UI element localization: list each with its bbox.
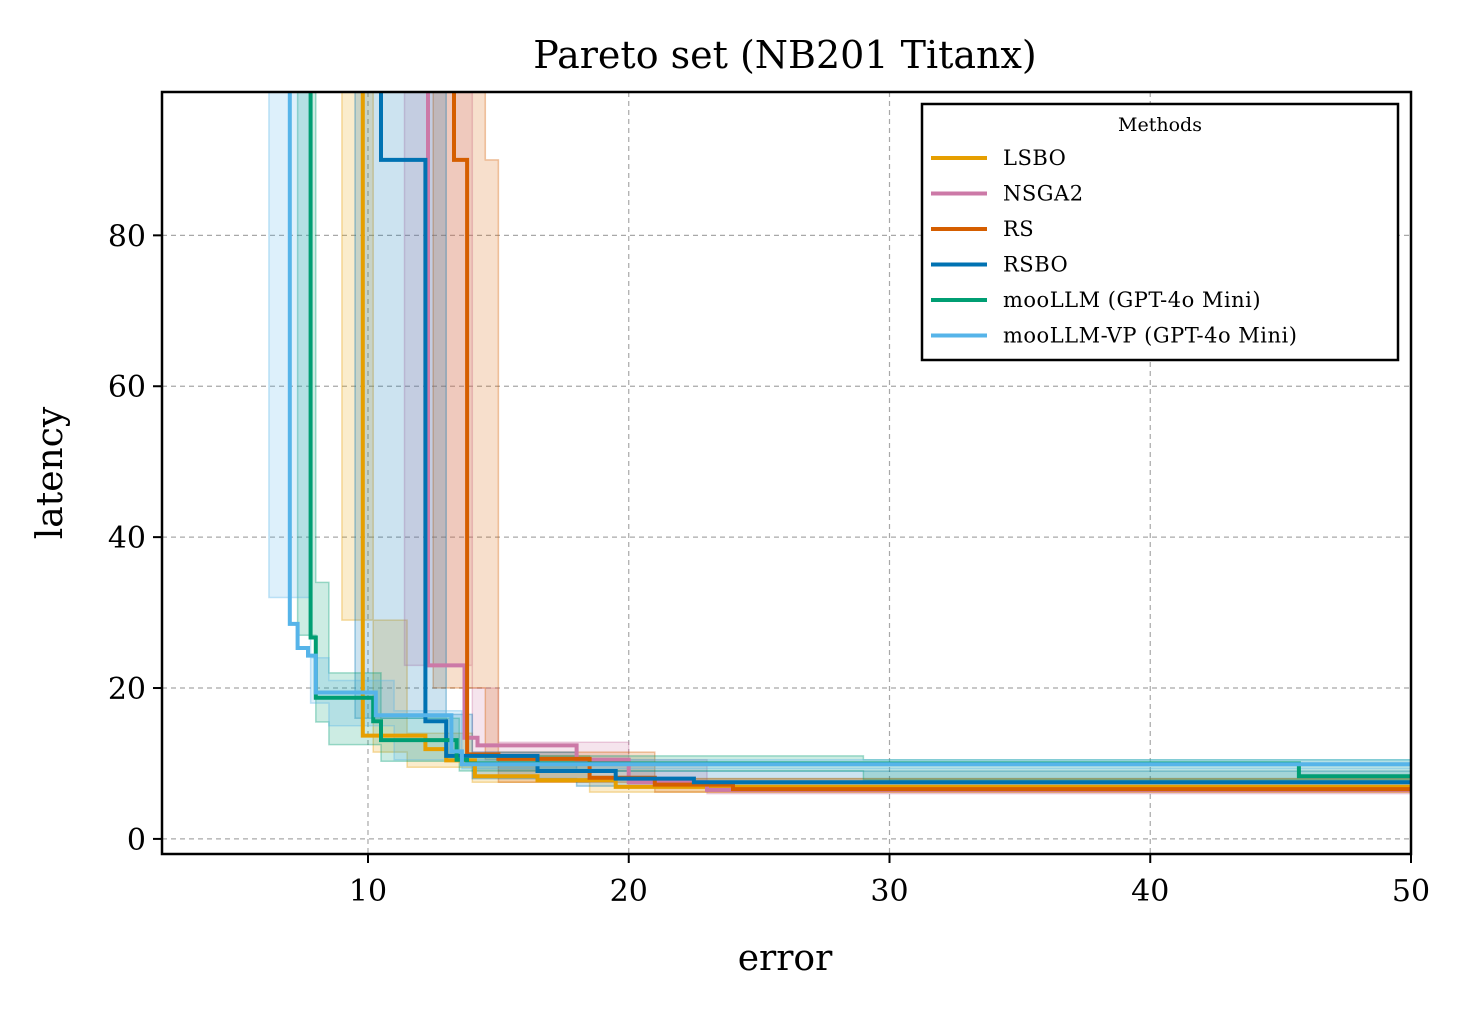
x-tick-label: 20 xyxy=(610,874,648,909)
legend-label: mooLLM (GPT-4o Mini) xyxy=(1003,288,1261,312)
x-tick-label: 50 xyxy=(1392,874,1430,909)
y-axis-label: latency xyxy=(30,406,71,539)
band-lsbo xyxy=(341,92,1411,793)
y-tick-label: 80 xyxy=(108,219,146,254)
y-axis-ticks: 0 20 40 60 80 xyxy=(108,219,162,858)
series-line-rs xyxy=(452,92,1411,792)
y-tick-label: 60 xyxy=(108,370,146,405)
plot-frame xyxy=(160,90,1413,856)
band-moollm-vp-gpt-4o-mini xyxy=(268,92,1411,770)
legend-title: Methods xyxy=(1118,114,1202,136)
legend-label: LSBO xyxy=(1003,146,1066,170)
legend-label: RS xyxy=(1003,217,1034,241)
legend-label: NSGA2 xyxy=(1003,182,1084,206)
x-tick-label: 10 xyxy=(349,874,387,909)
band-moollm-gpt-4o-mini xyxy=(296,92,1411,781)
chart-title: Pareto set (NB201 Titanx) xyxy=(533,33,1037,77)
legend-box xyxy=(920,102,1400,362)
series-lines xyxy=(287,92,1411,792)
x-tick-label: 40 xyxy=(1131,874,1169,909)
series-line-moollm-vp-gpt-4o-mini xyxy=(287,92,1411,767)
legend: Methods LSBO NSGA2 RS RSBO mooLLM (GPT-4o Mi… xyxy=(920,102,1400,362)
series-line-rsbo xyxy=(379,92,1411,785)
x-axis-ticks: 10 20 30 40 50 xyxy=(349,854,1430,909)
legend-label: RSBO xyxy=(1003,253,1068,277)
band-rs xyxy=(432,92,1411,793)
y-tick-label: 0 xyxy=(127,823,146,858)
band-nsga2 xyxy=(403,92,1411,795)
y-tick-label: 40 xyxy=(108,521,146,556)
y-tick-label: 20 xyxy=(108,672,146,707)
x-axis-label: error xyxy=(738,938,833,979)
legend-label: mooLLM-VP (GPT-4o Mini) xyxy=(1003,324,1297,348)
x-tick-label: 30 xyxy=(870,874,908,909)
